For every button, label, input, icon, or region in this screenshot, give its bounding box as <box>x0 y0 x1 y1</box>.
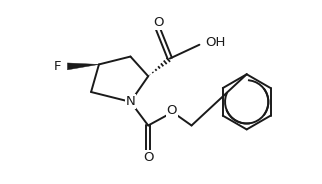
Text: O: O <box>166 104 177 117</box>
Polygon shape <box>67 63 99 70</box>
Text: O: O <box>143 151 154 164</box>
Text: F: F <box>54 60 62 73</box>
Text: N: N <box>126 95 135 108</box>
Text: O: O <box>153 16 163 29</box>
Text: OH: OH <box>205 36 226 49</box>
